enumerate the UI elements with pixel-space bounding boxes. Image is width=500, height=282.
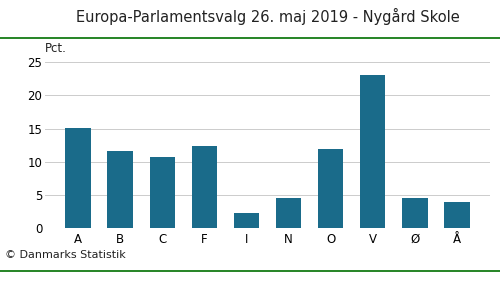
- Bar: [276, 198, 301, 228]
- Bar: [108, 151, 132, 228]
- Bar: [444, 202, 470, 228]
- Bar: [402, 198, 427, 228]
- Bar: [360, 75, 386, 228]
- Bar: [234, 213, 259, 228]
- Text: Europa-Parlamentsvalg 26. maj 2019 - Nygård Skole: Europa-Parlamentsvalg 26. maj 2019 - Nyg…: [76, 8, 460, 25]
- Bar: [318, 149, 344, 228]
- Bar: [65, 128, 90, 228]
- Text: © Danmarks Statistik: © Danmarks Statistik: [5, 250, 126, 259]
- Bar: [192, 146, 217, 228]
- Text: Pct.: Pct.: [45, 42, 67, 55]
- Bar: [150, 157, 175, 228]
